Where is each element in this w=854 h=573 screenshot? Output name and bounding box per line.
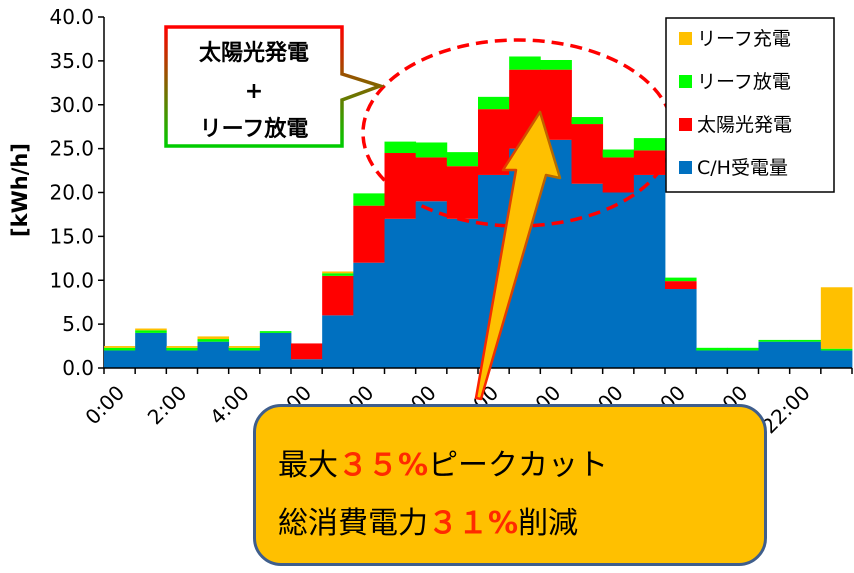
bar-segment — [322, 315, 354, 368]
legend-label: リーフ放電 — [697, 71, 791, 93]
bar-segment — [820, 350, 853, 368]
bar-segment — [104, 347, 136, 351]
bar-segment — [665, 289, 697, 368]
peak-pointer-arrow — [474, 110, 562, 401]
y-tick-label: 5.0 — [62, 312, 94, 336]
annotation-line-3: リーフ放電 — [200, 116, 309, 142]
legend-label: 太陽光発電 — [697, 114, 792, 136]
x-tick-label: 4:00 — [205, 381, 254, 430]
y-tick-label: 35.0 — [49, 49, 94, 73]
bar-segment — [602, 149, 635, 158]
y-tick-label: 10.0 — [49, 268, 94, 292]
legend-label: C/H受電量 — [697, 157, 788, 179]
bar-segment — [446, 166, 479, 219]
bar-segment — [789, 339, 822, 342]
legend-swatch — [679, 161, 692, 174]
annotation-line-2: + — [245, 79, 263, 104]
bar-segment — [135, 328, 167, 331]
x-tick-label: 0:00 — [80, 381, 129, 430]
bar-segment — [135, 330, 167, 333]
legend-box — [665, 17, 835, 193]
bar-segment — [197, 341, 230, 368]
peak-cut-line: 最大３５%ピークカット — [278, 437, 764, 495]
annotation-callout-shape — [164, 25, 386, 148]
bar-segment — [384, 141, 417, 154]
bar-segment — [228, 350, 261, 368]
peak-cut-prefix: 最大 — [278, 448, 338, 483]
bar-segment — [135, 332, 167, 368]
legend-swatch — [679, 118, 692, 131]
bar-segment — [758, 341, 791, 368]
bar-segment — [696, 350, 728, 368]
legend-swatch — [679, 32, 692, 45]
power-reduction-value: ３１% — [428, 506, 519, 541]
annotation-line-1: 太陽光発電 — [199, 41, 309, 66]
bar-segment — [166, 347, 198, 351]
bar-segment — [665, 277, 697, 282]
bar-segment — [353, 205, 385, 263]
bar-segment — [291, 359, 323, 368]
bar-segment — [259, 331, 292, 333]
bar-segment — [478, 109, 510, 175]
bar-segment — [478, 96, 510, 110]
result-callout-box: 最大３５%ピークカット 総消費電力３１%削減 — [253, 404, 767, 566]
bar-segment — [789, 341, 822, 368]
y-tick-label: 0.0 — [62, 356, 94, 380]
bar-segment — [228, 347, 261, 351]
bar-segment — [509, 56, 541, 70]
bar-segment — [633, 174, 666, 368]
bar-segment — [322, 273, 354, 276]
y-axis: 0.0 5.0 10.0 15.0 20.0 25.0 30.0 35.0 40.0 — [49, 5, 105, 380]
peak-cut-suffix: ピークカット — [428, 448, 609, 483]
bar-segment — [104, 350, 136, 368]
y-axis-label: [kWh/h] — [8, 143, 32, 237]
bar-segment — [820, 348, 853, 351]
bar-segment — [602, 192, 635, 368]
bar-segment — [446, 218, 479, 368]
bar-segment — [291, 343, 323, 360]
bar-segment — [571, 124, 604, 184]
x-tick-label: 2:00 — [143, 381, 192, 430]
bar-segment — [166, 346, 198, 348]
bar-segment — [384, 218, 417, 368]
peak-cut-value: ３５% — [338, 448, 429, 483]
bar-segment — [197, 336, 230, 340]
bar-segment — [197, 339, 230, 342]
bar-segment — [540, 59, 572, 70]
legend-swatch — [679, 75, 692, 88]
bar-segment — [322, 271, 354, 274]
power-reduction-prefix: 総消費電力 — [278, 506, 428, 541]
bar-segment — [322, 275, 354, 316]
bar-segment — [758, 339, 791, 342]
bar-segment — [353, 262, 385, 368]
y-tick-label: 40.0 — [49, 5, 94, 29]
bar-segment — [727, 350, 759, 368]
bar-segment — [571, 117, 604, 125]
y-tick-label: 20.0 — [49, 181, 94, 205]
power-reduction-line: 総消費電力３１%削減 — [278, 495, 764, 553]
bar-segment — [602, 157, 635, 193]
bar-segment — [820, 287, 853, 349]
bar-segment — [415, 142, 448, 158]
y-tick-label: 30.0 — [49, 93, 94, 117]
y-tick-label: 15.0 — [49, 224, 94, 248]
power-reduction-suffix: 削減 — [518, 506, 579, 541]
bar-segment — [665, 281, 697, 290]
bar-segment — [353, 193, 385, 206]
bar-segment — [727, 347, 759, 351]
legend-label: リーフ充電 — [697, 28, 791, 50]
bar-segment — [446, 152, 479, 167]
bar-segment — [696, 347, 728, 351]
y-tick-label: 25.0 — [49, 137, 94, 161]
bar-segment — [166, 350, 198, 368]
bar-segment — [259, 332, 292, 368]
bar-segment — [228, 346, 261, 348]
bar-segment — [633, 138, 666, 151]
bar-segment — [415, 201, 448, 368]
bar-segment — [415, 157, 448, 202]
bar-segment — [104, 346, 136, 348]
